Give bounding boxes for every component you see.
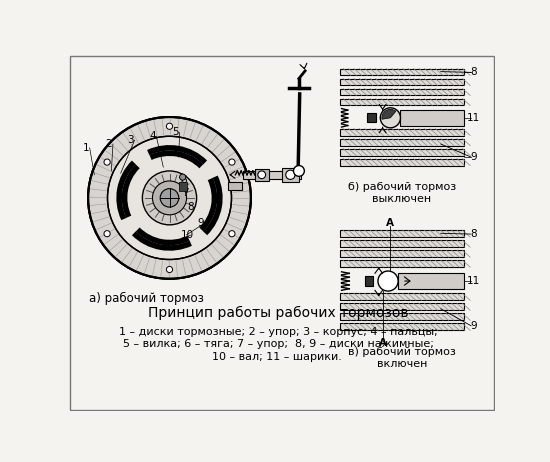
Text: A: A — [378, 338, 387, 347]
Bar — [340, 313, 464, 320]
Bar — [340, 139, 464, 146]
Circle shape — [142, 171, 197, 225]
Circle shape — [167, 123, 173, 129]
Text: в) рабочий тормоз
включен: в) рабочий тормоз включен — [348, 347, 456, 369]
Circle shape — [104, 159, 110, 165]
Text: 8: 8 — [187, 202, 194, 212]
Polygon shape — [228, 182, 241, 190]
Circle shape — [258, 171, 266, 179]
Text: A: A — [386, 218, 394, 227]
Bar — [340, 128, 464, 135]
Text: 5 – вилка; 6 – тяга; 7 – упор;  8, 9 – диски нажимные;: 5 – вилка; 6 – тяга; 7 – упор; 8, 9 – ди… — [123, 339, 433, 349]
Text: а) рабочий тормоз: а) рабочий тормоз — [89, 292, 204, 304]
Bar — [340, 158, 464, 165]
Text: 5: 5 — [172, 128, 179, 137]
Polygon shape — [243, 171, 301, 179]
Circle shape — [294, 165, 304, 176]
Polygon shape — [179, 182, 186, 191]
Text: 9: 9 — [470, 321, 477, 331]
Polygon shape — [400, 110, 464, 126]
Bar — [340, 149, 464, 156]
Bar — [340, 250, 464, 257]
Wedge shape — [382, 109, 396, 119]
Circle shape — [104, 231, 110, 237]
Bar — [340, 293, 464, 300]
Bar — [340, 230, 464, 237]
Circle shape — [88, 117, 251, 279]
Text: 2: 2 — [106, 139, 112, 149]
Text: 4: 4 — [149, 131, 156, 141]
Bar — [340, 260, 464, 267]
Polygon shape — [398, 274, 464, 289]
Bar — [340, 89, 464, 96]
Text: б) рабочий тормоз
выключен: б) рабочий тормоз выключен — [348, 182, 456, 204]
Circle shape — [152, 181, 186, 215]
Circle shape — [380, 108, 400, 128]
Text: 1 – диски тормозные; 2 – упор; 3 – корпус; 4 – пальцы;: 1 – диски тормозные; 2 – упор; 3 – корпу… — [119, 327, 437, 337]
Circle shape — [167, 267, 173, 273]
Circle shape — [378, 271, 398, 291]
Text: 3: 3 — [128, 135, 134, 145]
Circle shape — [229, 231, 235, 237]
Bar — [340, 79, 464, 85]
Text: 9: 9 — [470, 152, 477, 162]
Text: 9: 9 — [197, 219, 204, 228]
Bar — [255, 169, 269, 181]
Text: Принцип работы рабочих тормозов: Принцип работы рабочих тормозов — [148, 306, 408, 321]
Text: 11: 11 — [466, 113, 480, 123]
Circle shape — [88, 117, 251, 279]
Circle shape — [286, 170, 295, 179]
Circle shape — [229, 159, 235, 165]
Bar — [340, 304, 464, 310]
Text: 11: 11 — [159, 242, 172, 251]
Circle shape — [179, 174, 186, 180]
Text: 11: 11 — [466, 276, 480, 286]
Text: 6: 6 — [180, 175, 187, 185]
Bar — [282, 168, 299, 182]
Circle shape — [160, 188, 179, 207]
Text: 8: 8 — [470, 229, 477, 239]
Text: 10 – вал; 11 – шарики.: 10 – вал; 11 – шарики. — [212, 352, 342, 361]
Bar — [340, 68, 464, 75]
Polygon shape — [367, 113, 376, 122]
Bar — [340, 98, 464, 105]
Polygon shape — [365, 276, 372, 286]
Bar — [340, 240, 464, 247]
Bar — [340, 323, 464, 330]
Circle shape — [107, 136, 232, 260]
Text: 10: 10 — [181, 230, 194, 240]
Text: 8: 8 — [470, 67, 477, 77]
Text: 7: 7 — [182, 188, 188, 197]
Text: 1: 1 — [82, 143, 89, 153]
